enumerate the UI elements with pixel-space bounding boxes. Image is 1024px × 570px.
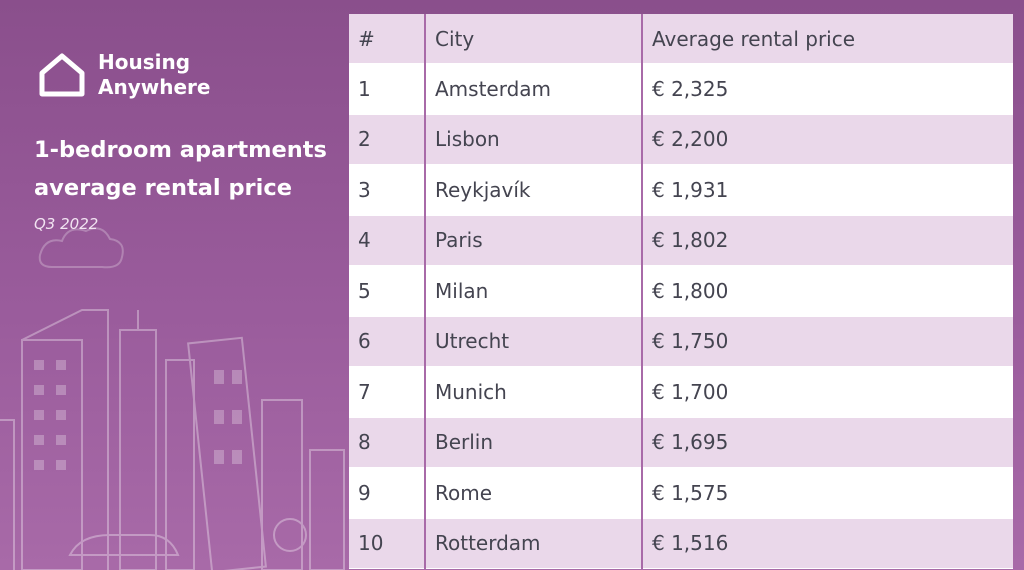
- rank-cell: 10: [349, 518, 426, 569]
- rank-cell: 9: [349, 467, 426, 519]
- table-row: 7 Munich € 1,700: [349, 366, 1013, 418]
- rental-price-table: # City Average rental price 1 Amsterdam € …: [349, 14, 1013, 569]
- table-row: 4 Paris € 1,802: [349, 215, 1013, 266]
- chart-title: 1-bedroom apartments average rental pric…: [34, 137, 327, 201]
- brand-logo[interactable]: Housing Anywhere: [38, 50, 210, 100]
- rank-cell: 1: [349, 63, 426, 115]
- period-label: Q3 2022: [34, 215, 99, 233]
- city-cell: Reykjavík: [425, 164, 643, 216]
- brand-name-line1: Housing: [98, 50, 191, 74]
- price-cell: € 1,575: [642, 467, 1013, 519]
- table-row: 10 Rotterdam € 1,516: [349, 518, 1013, 569]
- table-row: 1 Amsterdam € 2,325: [349, 63, 1013, 115]
- table-row: 9 Rome € 1,575: [349, 467, 1013, 519]
- table-row: 8 Berlin € 1,695: [349, 417, 1013, 468]
- price-cell: € 2,325: [642, 63, 1013, 115]
- city-cell: Lisbon: [425, 114, 643, 165]
- price-cell: € 1,802: [642, 215, 1013, 266]
- rank-cell: 2: [349, 114, 426, 165]
- rank-cell: 6: [349, 316, 426, 367]
- price-cell: € 1,931: [642, 164, 1013, 216]
- price-cell: € 1,750: [642, 316, 1013, 367]
- city-cell: Berlin: [425, 417, 643, 468]
- table-row: 3 Reykjavík € 1,931: [349, 164, 1013, 216]
- city-cell: Paris: [425, 215, 643, 266]
- table-row: 6 Utrecht € 1,750: [349, 316, 1013, 367]
- brand-name-line2: Anywhere: [98, 75, 211, 99]
- rank-cell: 3: [349, 164, 426, 216]
- rank-cell: 7: [349, 366, 426, 418]
- brand-name: Housing Anywhere: [98, 50, 210, 100]
- price-cell: € 2,200: [642, 114, 1013, 165]
- price-cell: € 1,800: [642, 265, 1013, 317]
- rank-cell: 4: [349, 215, 426, 266]
- rank-cell: 8: [349, 417, 426, 468]
- table-row: 2 Lisbon € 2,200: [349, 114, 1013, 165]
- table-header-row: # City Average rental price: [349, 14, 1013, 64]
- table-row: 5 Milan € 1,800: [349, 265, 1013, 317]
- price-cell: € 1,700: [642, 366, 1013, 418]
- city-cell: Rotterdam: [425, 518, 643, 569]
- column-header-rank: #: [349, 14, 426, 64]
- price-cell: € 1,516: [642, 518, 1013, 569]
- city-cell: Utrecht: [425, 316, 643, 367]
- house-icon: [39, 53, 85, 97]
- column-header-city: City: [425, 14, 643, 64]
- city-cell: Amsterdam: [425, 63, 643, 115]
- column-header-price: Average rental price: [642, 14, 1013, 64]
- rank-cell: 5: [349, 265, 426, 317]
- city-cell: Rome: [425, 467, 643, 519]
- city-cell: Munich: [425, 366, 643, 418]
- city-skyline-illustration: [0, 309, 345, 570]
- price-cell: € 1,695: [642, 417, 1013, 468]
- city-cell: Milan: [425, 265, 643, 317]
